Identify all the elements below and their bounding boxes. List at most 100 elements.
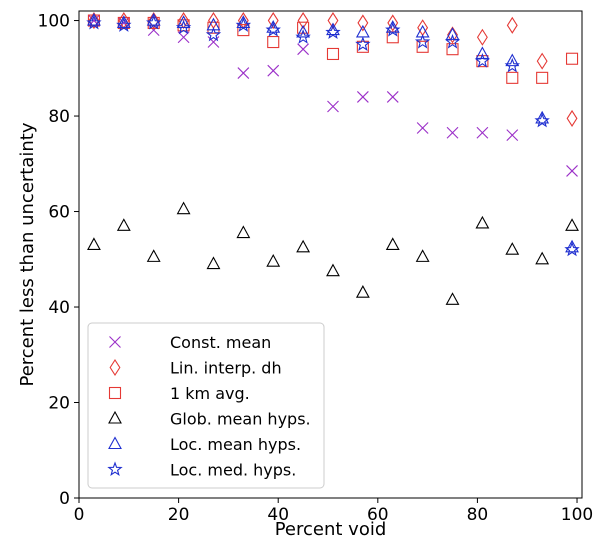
data-point-loc-mean-hyps	[176, 15, 191, 28]
legend-entry-loc-med-hyps: Loc. med. hyps.	[170, 461, 296, 480]
legend-marker-1-km-avg	[108, 386, 122, 400]
series-loc-med-hyps	[86, 14, 580, 257]
legend-entry-const-mean: Const. mean	[170, 333, 271, 352]
data-point-const-mean	[177, 31, 190, 44]
data-point-const-mean	[267, 64, 280, 77]
legend-marker-glob-mean-hyps	[108, 410, 122, 424]
y-tick-label: 60	[48, 203, 70, 223]
data-point-1-km-avg	[416, 40, 429, 53]
data-point-lin-interp-dh	[476, 28, 488, 46]
series-loc-mean-hyps	[87, 12, 579, 253]
data-point-loc-med-hyps	[355, 36, 371, 51]
data-point-loc-mean-hyps	[355, 24, 370, 38]
data-point-const-mean	[506, 129, 519, 142]
data-point-1-km-avg	[536, 71, 549, 84]
x-tick-label: 0	[74, 505, 85, 525]
x-tick-label: 40	[267, 505, 289, 525]
legend-marker-loc-mean-hyps	[108, 436, 122, 450]
data-point-lin-interp-dh	[536, 52, 548, 70]
data-point-glob-mean-hyps	[535, 251, 550, 265]
data-point-loc-mean-hyps	[296, 24, 311, 38]
legend-box	[87, 322, 325, 489]
data-point-const-mean	[237, 67, 250, 79]
legend-marker-lin-interp-dh	[109, 358, 121, 377]
data-point-1-km-avg	[326, 47, 340, 61]
data-point-1-km-avg	[297, 21, 310, 34]
x-axis-label: Percent void	[275, 519, 387, 540]
x-tick-label: 80	[467, 505, 489, 525]
legend-marker-const-mean	[109, 336, 121, 348]
data-point-const-mean	[416, 122, 429, 134]
data-point-loc-med-hyps	[534, 112, 550, 128]
data-point-const-mean	[386, 91, 399, 103]
data-point-glob-mean-hyps	[415, 249, 430, 262]
x-tick-label: 100	[561, 505, 593, 525]
data-point-loc-mean-hyps	[505, 53, 520, 67]
data-point-loc-med-hyps	[385, 22, 401, 37]
data-point-lin-interp-dh	[297, 12, 309, 30]
data-point-lin-interp-dh	[387, 14, 399, 32]
data-point-loc-med-hyps	[205, 26, 222, 42]
data-point-lin-interp-dh	[327, 12, 339, 30]
legend-entry-1-km-avg: 1 km avg.	[170, 384, 250, 403]
data-point-glob-mean-hyps	[505, 242, 520, 255]
data-point-loc-med-hyps	[146, 14, 162, 30]
data-point-const-mean	[566, 165, 578, 177]
data-point-loc-med-hyps	[265, 22, 281, 37]
axis-ticks: 0 20 40 60 80 100 0 20 40 60 80 100	[38, 12, 593, 525]
data-point-loc-med-hyps	[414, 33, 431, 49]
data-point-glob-mean-hyps	[385, 237, 400, 251]
y-tick-label: 80	[48, 107, 70, 127]
y-axis-label: Percent less than uncertainty	[17, 122, 38, 386]
legend-marker-loc-med-hyps	[107, 461, 123, 477]
y-tick-label: 100	[38, 12, 70, 32]
data-point-glob-mean-hyps	[475, 215, 490, 229]
data-point-glob-mean-hyps	[355, 285, 370, 298]
data-point-glob-mean-hyps	[176, 201, 191, 215]
legend-entry-loc-mean-hyps: Loc. mean hyps.	[170, 435, 301, 454]
data-point-lin-interp-dh	[566, 109, 578, 127]
data-point-lin-interp-dh	[447, 26, 458, 44]
data-point-glob-mean-hyps	[146, 249, 161, 262]
data-point-loc-med-hyps	[564, 241, 580, 257]
data-point-lin-interp-dh	[267, 12, 279, 30]
data-point-glob-mean-hyps	[445, 292, 460, 305]
data-point-loc-med-hyps	[116, 17, 132, 32]
data-point-1-km-avg	[207, 21, 220, 34]
data-point-loc-med-hyps	[325, 24, 341, 40]
data-point-loc-med-hyps	[295, 29, 311, 44]
data-point-1-km-avg	[446, 43, 459, 56]
data-point-lin-interp-dh	[88, 12, 100, 30]
data-point-loc-med-hyps	[235, 17, 252, 32]
y-tick-label: 40	[48, 298, 70, 318]
data-point-1-km-avg	[356, 40, 369, 53]
legend-entry-lin-interp-dh: Lin. interp. dh	[170, 359, 282, 378]
data-point-const-mean	[327, 100, 339, 113]
data-point-loc-med-hyps	[86, 14, 102, 30]
legend-entry-glob-mean-hyps: Glob. mean hyps.	[170, 410, 311, 429]
data-point-const-mean	[476, 126, 489, 139]
data-point-glob-mean-hyps	[87, 237, 101, 251]
x-tick-label: 20	[168, 505, 190, 525]
data-point-const-mean	[356, 91, 369, 103]
data-point-glob-mean-hyps	[236, 225, 251, 239]
series-glob-mean-hyps	[87, 201, 579, 305]
data-point-glob-mean-hyps	[296, 239, 311, 253]
data-point-const-mean	[297, 43, 309, 56]
plot-frame	[78, 10, 583, 499]
data-point-lin-interp-dh	[506, 16, 518, 34]
data-point-loc-med-hyps	[504, 57, 520, 73]
data-point-lin-interp-dh	[178, 12, 190, 30]
data-point-1-km-avg	[237, 24, 250, 37]
series-const-mean	[88, 14, 578, 177]
data-point-1-km-avg	[565, 52, 579, 65]
data-point-glob-mean-hyps	[565, 218, 579, 231]
data-point-1-km-avg	[506, 71, 519, 84]
x-tick-label: 60	[367, 505, 389, 525]
data-point-glob-mean-hyps	[116, 218, 131, 231]
data-point-loc-mean-hyps	[445, 27, 460, 40]
series-lin-interp-dh	[88, 12, 578, 127]
data-point-glob-mean-hyps	[206, 256, 221, 270]
data-point-glob-mean-hyps	[266, 254, 281, 267]
data-point-const-mean	[446, 126, 459, 139]
